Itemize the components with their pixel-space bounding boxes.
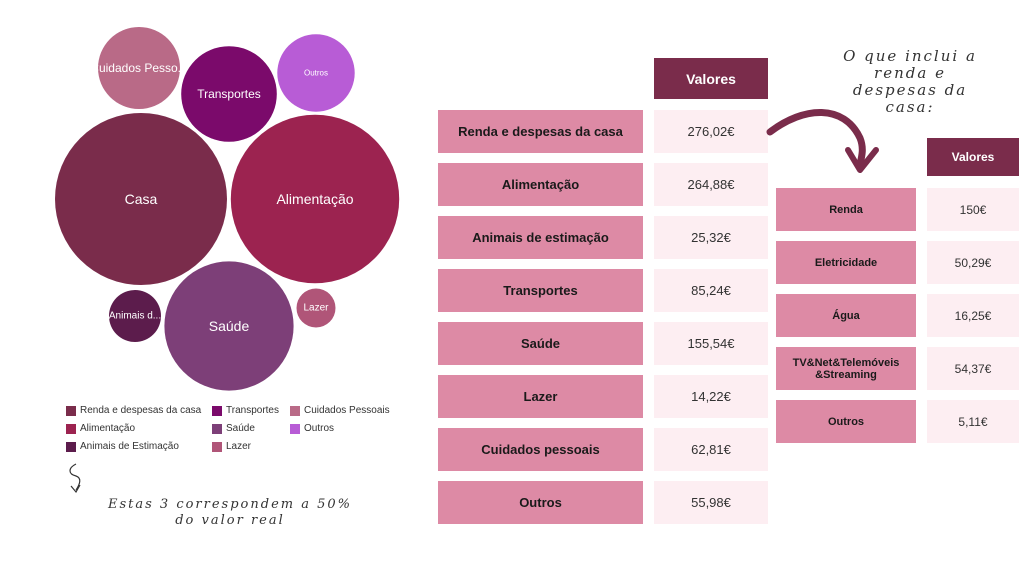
bubble-mark xyxy=(181,46,277,142)
bubble-label: Lazer xyxy=(303,303,329,314)
legend-label: Transportes xyxy=(226,405,279,416)
table-row-value: 155,54€ xyxy=(654,322,768,365)
table-row-value: 16,25€ xyxy=(927,294,1019,337)
legend-swatch xyxy=(66,441,76,452)
table-row-label: Eletricidade xyxy=(776,241,916,284)
note-left-line: Estas 3 correspondem a 50% xyxy=(107,497,353,512)
legend-item: Animais de Estimação xyxy=(66,441,179,452)
legend-item: Saúde xyxy=(212,423,255,434)
legend-swatch xyxy=(66,423,76,434)
bubble: Saúde xyxy=(164,261,294,391)
table-row-label: Saúde xyxy=(438,322,643,365)
legend-item: Lazer xyxy=(212,441,251,452)
table-row-label: Transportes xyxy=(438,269,643,312)
table-row-label: Outros xyxy=(776,400,916,443)
bubble: Casa xyxy=(55,113,227,285)
bubble-mark xyxy=(109,290,161,342)
legend-label: Renda e despesas da casa xyxy=(80,405,202,416)
bubble: Animais d... xyxy=(109,290,161,342)
bubble-chart: Cuidados Pesso... Transportes Outros Casa Al… xyxy=(55,27,400,391)
table-row-value: 14,22€ xyxy=(654,375,768,418)
legend-swatch xyxy=(66,405,76,416)
note-right-line: O que inclui a xyxy=(843,47,977,65)
bubble: Transportes xyxy=(181,46,277,142)
legend-swatch xyxy=(212,405,222,416)
bubble-label: Transportes xyxy=(197,87,261,101)
legend-label: Cuidados Pessoais xyxy=(304,405,390,416)
bubble-label: Cuidados Pesso... xyxy=(90,61,187,75)
legend-label: Outros xyxy=(304,423,335,434)
bubble: Cuidados Pesso... xyxy=(90,27,188,109)
legend-swatch xyxy=(212,441,222,452)
bubble-label: Alimentação xyxy=(276,191,353,207)
table-row-label: Água xyxy=(776,294,916,337)
table-row-value: 276,02€ xyxy=(654,110,768,153)
bubble-mark xyxy=(277,34,355,112)
table-row-label: Animais de estimação xyxy=(438,216,643,259)
note-right: O que inclui a renda e despesas da casa: xyxy=(800,48,1020,116)
table-row-value: 264,88€ xyxy=(654,163,768,206)
curved-arrow-icon xyxy=(766,109,879,173)
bubble-mark xyxy=(230,114,400,284)
legend-item: Alimentação xyxy=(66,423,135,434)
bubble-mark xyxy=(296,288,336,328)
legend-swatch xyxy=(290,423,300,434)
bubble-mark xyxy=(164,261,294,391)
bubble-label: Casa xyxy=(125,191,158,207)
bubble-mark xyxy=(98,27,180,109)
table-row-label: Cuidados pessoais xyxy=(438,428,643,471)
table-row-label: TV&Net&Telemóveis &Streaming xyxy=(776,347,916,390)
table-row-value: 55,98€ xyxy=(654,481,768,524)
bubble: Lazer xyxy=(296,288,336,328)
note-right-line: casa: xyxy=(885,98,935,116)
note-right-line: despesas da xyxy=(852,81,968,99)
legend-item: Transportes xyxy=(212,405,279,416)
table1-header: Valores xyxy=(654,58,768,99)
table-row-label: Alimentação xyxy=(438,163,643,206)
table-row-value: 54,37€ xyxy=(927,347,1019,390)
table-row-value: 150€ xyxy=(927,188,1019,231)
table-row-label: Renda e despesas da casa xyxy=(438,110,643,153)
table-row-label: Outros xyxy=(438,481,643,524)
curved-arrow-down-icon xyxy=(69,463,81,494)
bubble-label: Outros xyxy=(304,69,328,78)
legend-label: Alimentação xyxy=(80,423,136,434)
table-row-label: Lazer xyxy=(438,375,643,418)
bubble-label: Animais d... xyxy=(109,311,161,322)
legend-item: Renda e despesas da casa xyxy=(66,405,201,416)
legend-label: Animais de Estimação xyxy=(80,441,179,452)
bubble-label: Saúde xyxy=(209,318,250,334)
table-row-label: Renda xyxy=(776,188,916,231)
note-left-line: do valor real xyxy=(175,513,285,528)
table2-header: Valores xyxy=(927,138,1019,176)
legend-swatch xyxy=(212,423,222,434)
table-row-value: 62,81€ xyxy=(654,428,768,471)
legend-item: Cuidados Pessoais xyxy=(290,405,390,416)
table-row-value: 5,11€ xyxy=(927,400,1019,443)
bubble-mark xyxy=(55,113,227,285)
legend-label: Saúde xyxy=(226,423,255,434)
note-right-line: renda e xyxy=(874,64,946,82)
table-row-value: 85,24€ xyxy=(654,269,768,312)
bubble: Alimentação xyxy=(230,114,400,284)
bubble-legend: Renda e despesas da casa Transportes Cui… xyxy=(66,405,406,465)
note-left: Estas 3 correspondem a 50% do valor real xyxy=(80,497,380,529)
legend-swatch xyxy=(290,405,300,416)
bubble: Outros xyxy=(277,34,355,112)
legend-item: Outros xyxy=(290,423,334,434)
table-row-value: 50,29€ xyxy=(927,241,1019,284)
table-row-value: 25,32€ xyxy=(654,216,768,259)
legend-label: Lazer xyxy=(226,441,252,452)
